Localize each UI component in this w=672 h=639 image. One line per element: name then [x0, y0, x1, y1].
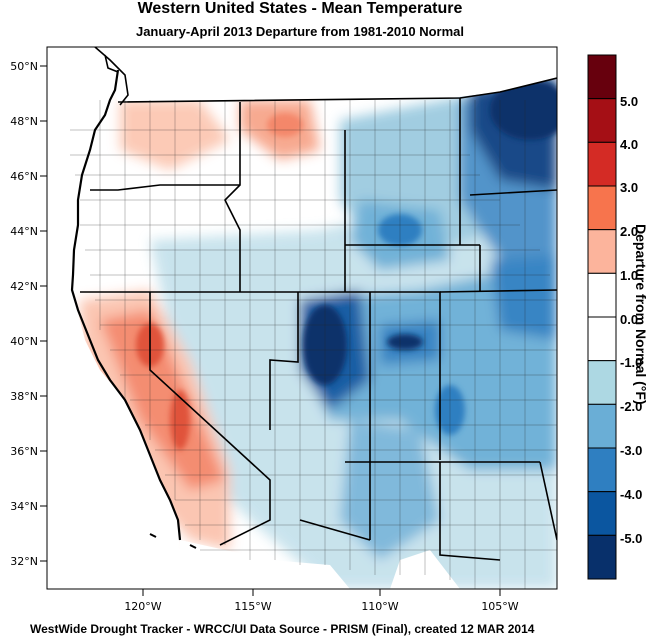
lat-label-42: 42°N: [10, 280, 38, 293]
colorbar-label-4: 4.0: [620, 137, 638, 152]
colorbar-label-3: 3.0: [620, 180, 638, 195]
colorbar-block: [587, 403, 617, 449]
map-title: Western United States - Mean Temperature: [137, 0, 463, 17]
colorbar-block: [587, 54, 617, 100]
colorbar-block: [587, 229, 617, 274]
map-subtitle: January-April 2013 Departure from 1981-2…: [135, 24, 465, 39]
colorbar-label-neg5: -5.0: [620, 531, 642, 546]
colorbar-block: [587, 447, 617, 493]
lat-label-36: 36°N: [10, 445, 38, 458]
colorbar-block: [587, 491, 617, 536]
colorbar-blocks: [587, 54, 617, 580]
lat-label-34: 34°N: [10, 500, 38, 513]
lat-label-32: 32°N: [10, 555, 38, 568]
lat-label-40: 40°N: [10, 335, 38, 348]
colorbar-label-neg4: -4.0: [620, 487, 642, 502]
credits-line: WestWide Drought Tracker - WRCC/UI Data …: [30, 622, 535, 636]
lon-label-110: 110°W: [361, 600, 398, 613]
lon-label-105: 105°W: [481, 600, 518, 613]
colorbar-label-neg3: -3.0: [620, 443, 642, 458]
colorbar-block: [587, 360, 617, 405]
lat-label-44: 44°N: [10, 225, 38, 238]
lat-label-46: 46°N: [10, 170, 38, 183]
colorbar-label-neg2: -2.0: [620, 399, 642, 414]
latitude-axis: 50°N 48°N 46°N 44°N 42°N 40°N 38°N 36°N …: [10, 60, 47, 568]
data-field: [47, 47, 557, 589]
lon-label-115: 115°W: [234, 600, 271, 613]
colorbar-block: [587, 316, 617, 362]
longitude-axis: 120°W 115°W 110°W 105°W: [124, 589, 519, 613]
colorbar-label-5: 5.0: [620, 94, 638, 109]
colorbar-block: [587, 272, 617, 318]
colorbar-title: Departure from Normal (°F): [633, 224, 649, 405]
plot-frame: [46, 46, 558, 590]
colorbar: 5.0 4.0 3.0 2.0 1.0 0.0 -1.0 -2.0 -3.0 -…: [587, 54, 642, 580]
colorbar-label-neg1: -1.0: [620, 355, 642, 370]
colorbar-label-0: 0.0: [620, 312, 638, 327]
colorbar-block: [587, 185, 617, 231]
colorbar-label-1: 1.0: [620, 268, 638, 283]
colorbar-block: [587, 98, 617, 143]
colorbar-label-2: 2.0: [620, 224, 638, 239]
colorbar-block: [587, 141, 617, 187]
lat-label-38: 38°N: [10, 390, 38, 403]
lat-label-50: 50°N: [10, 60, 38, 73]
colorbar-block: [587, 534, 617, 580]
lat-label-48: 48°N: [10, 115, 38, 128]
lon-label-120: 120°W: [124, 600, 161, 613]
